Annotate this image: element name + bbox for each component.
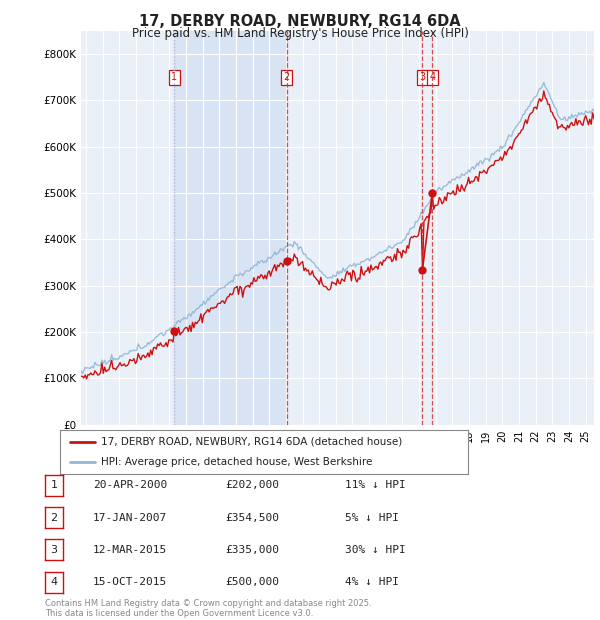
Text: 11% ↓ HPI: 11% ↓ HPI — [345, 480, 406, 490]
Text: £354,500: £354,500 — [225, 513, 279, 523]
Text: 4: 4 — [429, 73, 436, 82]
Text: 17, DERBY ROAD, NEWBURY, RG14 6DA (detached house): 17, DERBY ROAD, NEWBURY, RG14 6DA (detac… — [101, 436, 402, 447]
Text: 3: 3 — [419, 73, 425, 82]
Text: 4% ↓ HPI: 4% ↓ HPI — [345, 577, 399, 587]
Text: £202,000: £202,000 — [225, 480, 279, 490]
Text: 15-OCT-2015: 15-OCT-2015 — [93, 577, 167, 587]
Text: 17-JAN-2007: 17-JAN-2007 — [93, 513, 167, 523]
Text: Price paid vs. HM Land Registry's House Price Index (HPI): Price paid vs. HM Land Registry's House … — [131, 27, 469, 40]
Text: 1: 1 — [50, 480, 58, 490]
Text: £500,000: £500,000 — [225, 577, 279, 587]
Text: 2: 2 — [284, 73, 290, 82]
Text: 12-MAR-2015: 12-MAR-2015 — [93, 545, 167, 555]
Text: 20-APR-2000: 20-APR-2000 — [93, 480, 167, 490]
Text: Contains HM Land Registry data © Crown copyright and database right 2025.
This d: Contains HM Land Registry data © Crown c… — [45, 599, 371, 618]
Text: 5% ↓ HPI: 5% ↓ HPI — [345, 513, 399, 523]
Text: 30% ↓ HPI: 30% ↓ HPI — [345, 545, 406, 555]
Text: HPI: Average price, detached house, West Berkshire: HPI: Average price, detached house, West… — [101, 457, 372, 467]
Text: 3: 3 — [50, 545, 58, 555]
Text: 4: 4 — [50, 577, 58, 587]
Text: 17, DERBY ROAD, NEWBURY, RG14 6DA: 17, DERBY ROAD, NEWBURY, RG14 6DA — [139, 14, 461, 29]
Text: 1: 1 — [171, 73, 178, 82]
Bar — [174, 31, 287, 425]
Text: 2: 2 — [50, 513, 58, 523]
Text: £335,000: £335,000 — [225, 545, 279, 555]
